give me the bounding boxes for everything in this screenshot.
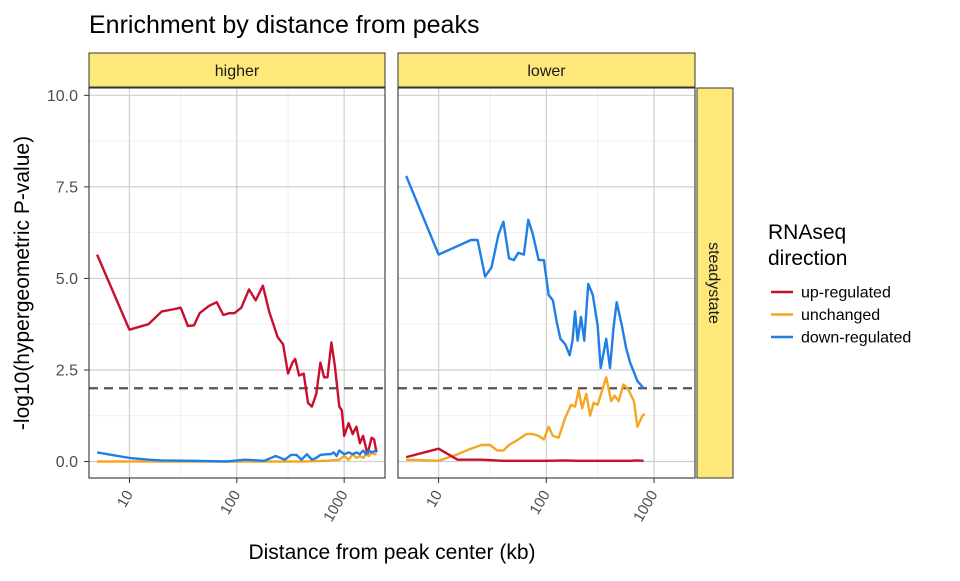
series-line-down-regulated	[96, 449, 377, 463]
y-tick-label: 10.0	[47, 88, 78, 105]
series-line-up-regulated	[95, 254, 378, 456]
x-tick-label: 100	[527, 488, 554, 518]
x-tick-label: 100	[217, 488, 244, 518]
y-axis-title: -log10(hypergeometric P-value)	[11, 136, 34, 430]
legend-label-unchanged: unchanged	[801, 307, 880, 324]
y-tick-label: 7.5	[56, 179, 78, 196]
y-axis: 0.0 2.5 5.0 7.5 10.0	[47, 88, 89, 471]
legend-label-up-regulated: up-regulated	[801, 285, 891, 302]
x-axis: 10 100 1000 10 100 1000	[114, 478, 662, 525]
x-tick-label: 10	[114, 488, 137, 511]
panel-higher: higher	[88, 52, 386, 479]
chart-title: Enrichment by distance from peaks	[89, 11, 479, 39]
panel-strip	[88, 52, 386, 88]
panel-strip-label: lower	[527, 63, 566, 80]
x-tick-label: 1000	[630, 488, 661, 525]
row-strip: steadystate	[696, 87, 734, 479]
legend-label-down-regulated: down-regulated	[801, 330, 911, 347]
panel-strip	[397, 52, 696, 88]
y-tick-label: 5.0	[56, 271, 78, 288]
panel-strip-label: higher	[215, 63, 260, 80]
x-axis-title: Distance from peak center (kb)	[248, 541, 535, 564]
x-tick-label: 10	[423, 488, 446, 511]
series-line-up-regulated	[405, 447, 644, 462]
x-tick-label: 1000	[320, 488, 351, 525]
series-line-unchanged	[406, 376, 646, 462]
panel-lower: lower	[397, 52, 696, 479]
series-line-down-regulated	[405, 175, 645, 390]
y-tick-label: 0.0	[56, 454, 78, 471]
legend-title-line2: direction	[768, 247, 847, 270]
y-tick-label: 2.5	[56, 362, 78, 379]
legend-title-line1: RNAseq	[768, 221, 846, 244]
row-strip-box	[696, 87, 734, 479]
legend: RNAseq direction up-regulated unchanged do…	[768, 221, 911, 347]
row-strip-label: steadystate	[705, 242, 722, 324]
